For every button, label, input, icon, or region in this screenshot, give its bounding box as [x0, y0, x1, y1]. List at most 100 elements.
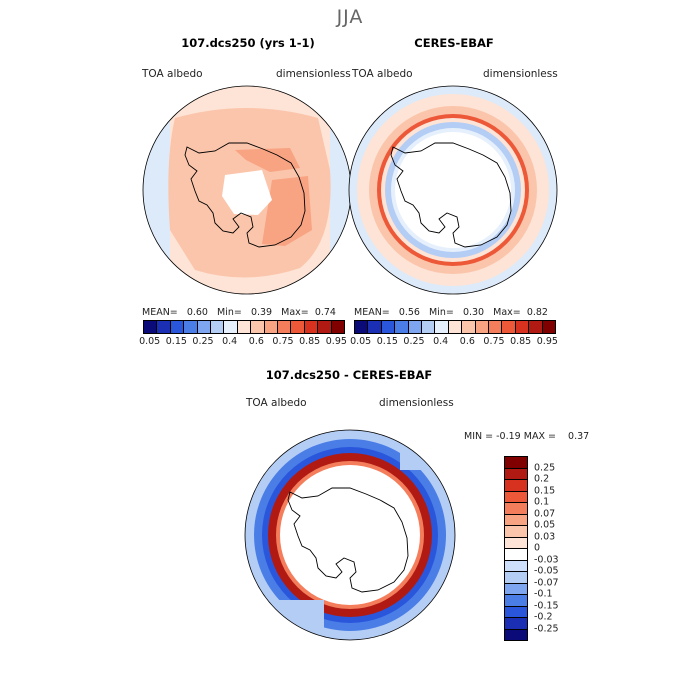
- colorbar-tick-label: 0.15: [534, 485, 556, 496]
- colorbar-tick-label: 0.6: [459, 336, 475, 347]
- colorbar-swatch: [304, 321, 319, 333]
- panel2-min: 0.30: [462, 307, 485, 318]
- colorbar-swatch: [505, 491, 527, 503]
- colorbar-tick-label: 0.2: [534, 473, 550, 485]
- colorbar-swatch: [264, 321, 279, 333]
- colorbar-tick-label: 0.75: [483, 336, 505, 347]
- colorbar-swatch: [355, 321, 369, 333]
- panel1-max-label: Max=: [281, 307, 309, 318]
- map-ceres: [348, 85, 558, 295]
- colorbar-swatch: [502, 321, 516, 333]
- colorbar-tick-label: -0.03: [534, 554, 559, 565]
- panel2-max: 0.82: [526, 307, 548, 318]
- colorbar-tick-label: 0.25: [534, 462, 556, 473]
- colorbar-swatch: [505, 537, 527, 549]
- colorbar-swatch: [170, 321, 185, 333]
- colorbar-tick-label: -0.2: [534, 611, 553, 623]
- colorbar-swatch: [542, 321, 556, 333]
- colorbar-tick-label: 0: [534, 542, 541, 554]
- colorbar-swatch: [505, 514, 527, 526]
- diff-min: -0.19: [496, 431, 521, 442]
- colorbar-tick-label: 0.25: [403, 336, 425, 347]
- colorbar-swatch: [368, 321, 382, 333]
- colorbar-swatch: [211, 321, 225, 333]
- panel2-max-label: Max=: [493, 307, 521, 318]
- colorbar-ceres: [354, 320, 556, 334]
- panel1-variable: TOA albedo: [142, 68, 203, 80]
- diff-max-label: MAX =: [523, 431, 556, 442]
- colorbar-tick-label: 0.05: [534, 519, 556, 531]
- colorbar-tick-label: 0.07: [534, 508, 556, 519]
- figure-title: JJA: [336, 6, 364, 28]
- colorbar-tick-label: 0.95: [536, 336, 558, 347]
- panel1-units: dimensionless: [276, 68, 351, 80]
- panel1-title: 107.dcs250 (yrs 1-1): [181, 36, 315, 50]
- diff-max: 0.37: [568, 431, 590, 442]
- colorbar-swatch: [224, 321, 238, 333]
- map-model: [142, 85, 352, 295]
- colorbar-tick-label: -0.07: [534, 577, 559, 588]
- colorbar-swatch: [489, 321, 503, 333]
- panel1-mean: 0.60: [186, 307, 208, 318]
- colorbar-swatch: [462, 321, 476, 333]
- colorbar-swatch: [278, 321, 292, 333]
- colorbar-swatch: [435, 321, 449, 333]
- panel1-min: 0.39: [250, 307, 273, 318]
- colorbar-swatch: [505, 560, 527, 572]
- colorbar-swatch: [505, 503, 527, 515]
- colorbar-tick-label: 0.25: [192, 336, 214, 347]
- colorbar-swatch: [157, 321, 171, 333]
- colorbar-tick-label: 0.85: [299, 336, 321, 347]
- colorbar-tick-label: 0.05: [350, 336, 372, 347]
- colorbar-difference: [504, 456, 528, 641]
- colorbar-model: [143, 320, 345, 334]
- colorbar-swatch: [144, 321, 158, 333]
- colorbar-swatch: [505, 629, 527, 640]
- colorbar-tick-label: 0.05: [139, 336, 161, 347]
- panel2-mean: 0.56: [398, 307, 420, 318]
- colorbar-swatch: [505, 526, 527, 538]
- diff-stats: MIN = -0.19 MAX = 0.37: [464, 431, 589, 442]
- colorbar-swatch: [237, 321, 252, 333]
- colorbar-swatch: [184, 321, 198, 333]
- colorbar-swatch: [505, 583, 527, 595]
- colorbar-tick-label: 0.15: [165, 336, 187, 347]
- colorbar-tick-label: 0.75: [272, 336, 294, 347]
- diff-title: 107.dcs250 - CERES-EBAF: [265, 368, 433, 382]
- panel2-mean-label: MEAN=: [354, 307, 390, 318]
- colorbar-swatch: [331, 321, 345, 333]
- colorbar-swatch: [475, 321, 490, 333]
- colorbar-tick-label: -0.25: [534, 623, 559, 634]
- colorbar-tick-label: -0.1: [534, 588, 553, 600]
- colorbar-swatch: [395, 321, 409, 333]
- panel2-units: dimensionless: [483, 68, 558, 80]
- colorbar-tick-label: -0.15: [534, 600, 559, 611]
- panel1-min-label: Min=: [217, 307, 242, 318]
- colorbar-tick-label: -0.05: [534, 565, 559, 577]
- colorbar-tick-label: 0.03: [534, 531, 556, 542]
- colorbar-tick-label: 0.4: [222, 336, 238, 347]
- colorbar-swatch: [318, 321, 332, 333]
- colorbar-swatch: [505, 606, 527, 618]
- diff-variable: TOA albedo: [246, 397, 307, 409]
- panel2-variable: TOA albedo: [352, 68, 413, 80]
- panel1-max: 0.74: [314, 307, 336, 318]
- diff-units: dimensionless: [379, 397, 454, 409]
- colorbar-tick-label: 0.85: [510, 336, 532, 347]
- panel2-min-label: Min=: [429, 307, 454, 318]
- colorbar-swatch: [515, 321, 530, 333]
- colorbar-swatch: [291, 321, 305, 333]
- colorbar-swatch: [197, 321, 212, 333]
- colorbar-swatch: [505, 457, 527, 469]
- panel1-mean-label: MEAN=: [142, 307, 178, 318]
- colorbar-swatch: [448, 321, 463, 333]
- colorbar-tick-label: 0.1: [534, 496, 550, 508]
- colorbar-swatch: [505, 549, 527, 561]
- panel2-stats: MEAN= 0.56 Min= 0.30 Max= 0.82: [354, 307, 548, 318]
- colorbar-swatch: [505, 480, 527, 492]
- colorbar-swatch: [251, 321, 265, 333]
- map-difference: [244, 429, 456, 641]
- colorbar-tick-label: 0.15: [376, 336, 398, 347]
- colorbar-swatch: [505, 618, 527, 630]
